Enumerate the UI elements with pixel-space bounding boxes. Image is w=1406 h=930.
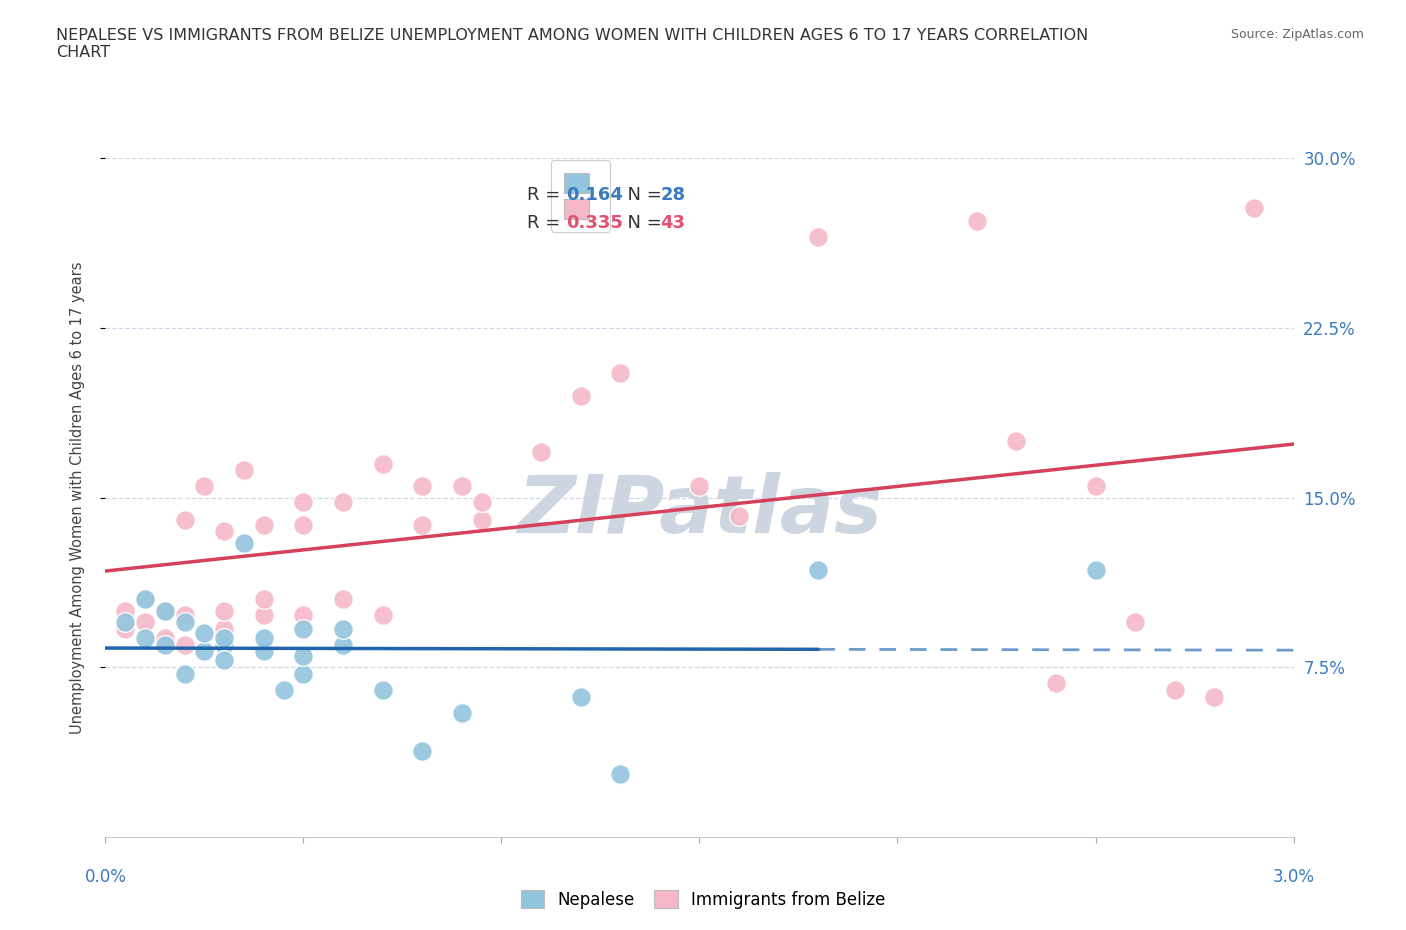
Text: 28: 28 xyxy=(661,186,685,205)
Point xyxy=(253,517,276,532)
Point xyxy=(233,463,256,478)
Point xyxy=(411,479,433,494)
Point xyxy=(569,389,592,404)
Point xyxy=(1005,433,1028,448)
Text: N =: N = xyxy=(616,186,668,205)
Point xyxy=(371,457,394,472)
Point xyxy=(332,621,354,636)
Text: 0.0%: 0.0% xyxy=(84,868,127,885)
Text: Source: ZipAtlas.com: Source: ZipAtlas.com xyxy=(1230,28,1364,41)
Point xyxy=(253,592,276,607)
Point xyxy=(214,604,236,618)
Point xyxy=(134,631,156,645)
Point xyxy=(253,631,276,645)
Point xyxy=(728,508,751,523)
Point xyxy=(371,683,394,698)
Point xyxy=(292,517,315,532)
Point xyxy=(332,495,354,510)
Point xyxy=(153,604,176,618)
Point xyxy=(153,637,176,652)
Point xyxy=(173,512,195,527)
Point xyxy=(1084,563,1107,578)
Point xyxy=(332,592,354,607)
Point xyxy=(173,615,195,630)
Point xyxy=(153,631,176,645)
Text: 0.335: 0.335 xyxy=(567,214,623,232)
Point xyxy=(609,365,631,380)
Legend: Nepalese, Immigrants from Belize: Nepalese, Immigrants from Belize xyxy=(512,882,894,917)
Point xyxy=(214,653,236,668)
Text: ZIPatlas: ZIPatlas xyxy=(517,472,882,551)
Text: N =: N = xyxy=(616,214,668,232)
Text: R =: R = xyxy=(527,214,567,232)
Point xyxy=(292,495,315,510)
Point xyxy=(1243,201,1265,216)
Point xyxy=(173,637,195,652)
Point xyxy=(153,604,176,618)
Text: 3.0%: 3.0% xyxy=(1272,868,1315,885)
Y-axis label: Unemployment Among Women with Children Ages 6 to 17 years: Unemployment Among Women with Children A… xyxy=(70,261,84,734)
Point xyxy=(1204,689,1226,704)
Point xyxy=(233,536,256,551)
Point xyxy=(214,524,236,538)
Text: 43: 43 xyxy=(661,214,685,232)
Point xyxy=(214,631,236,645)
Point xyxy=(114,615,136,630)
Point xyxy=(193,644,215,658)
Point xyxy=(411,517,433,532)
Point xyxy=(253,644,276,658)
Point xyxy=(450,705,472,720)
Point xyxy=(471,512,494,527)
Point xyxy=(214,637,236,652)
Point xyxy=(807,230,830,245)
Point xyxy=(1084,479,1107,494)
Point xyxy=(114,621,136,636)
Point xyxy=(1164,683,1187,698)
Point xyxy=(411,744,433,759)
Point xyxy=(214,621,236,636)
Point xyxy=(1123,615,1146,630)
Text: R =: R = xyxy=(527,186,567,205)
Point xyxy=(292,667,315,682)
Point xyxy=(292,621,315,636)
Text: 0.164: 0.164 xyxy=(567,186,623,205)
Point xyxy=(609,766,631,781)
Point xyxy=(450,479,472,494)
Point xyxy=(134,592,156,607)
Point xyxy=(292,608,315,623)
Point xyxy=(134,592,156,607)
Point xyxy=(569,689,592,704)
Point xyxy=(193,626,215,641)
Point xyxy=(471,495,494,510)
Point xyxy=(193,479,215,494)
Point xyxy=(966,214,988,229)
Point xyxy=(807,563,830,578)
Point xyxy=(114,604,136,618)
Point xyxy=(173,608,195,623)
Point xyxy=(530,445,553,459)
Point xyxy=(689,479,711,494)
Point xyxy=(1045,676,1067,691)
Point xyxy=(173,667,195,682)
Point xyxy=(273,683,295,698)
Point xyxy=(134,615,156,630)
Point xyxy=(332,637,354,652)
Legend: , : , xyxy=(551,160,610,232)
Point xyxy=(292,648,315,663)
Point xyxy=(253,608,276,623)
Text: NEPALESE VS IMMIGRANTS FROM BELIZE UNEMPLOYMENT AMONG WOMEN WITH CHILDREN AGES 6: NEPALESE VS IMMIGRANTS FROM BELIZE UNEMP… xyxy=(56,28,1088,43)
Text: CHART: CHART xyxy=(56,45,110,60)
Point xyxy=(371,608,394,623)
